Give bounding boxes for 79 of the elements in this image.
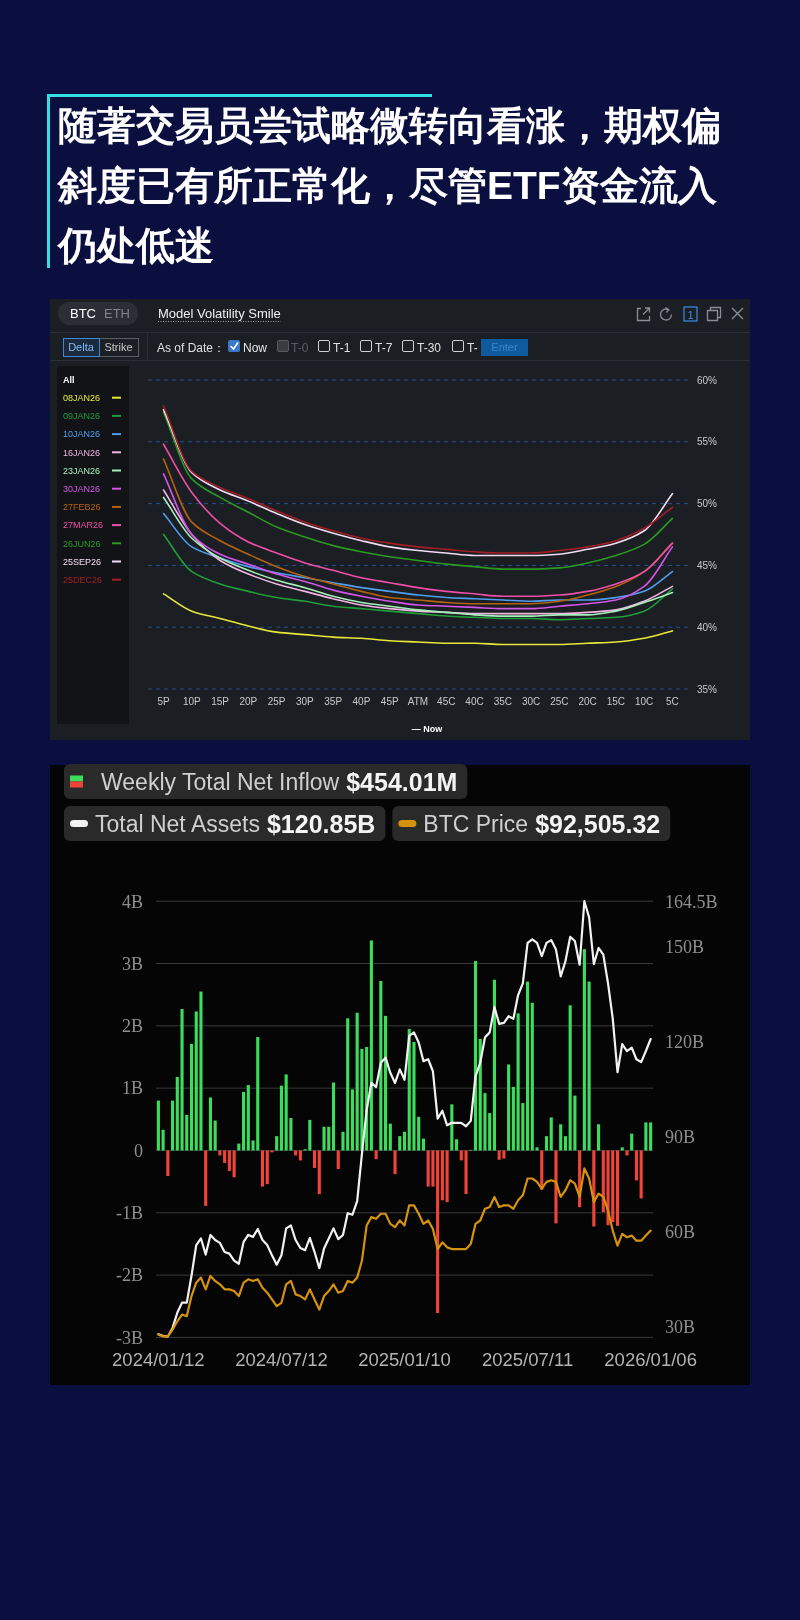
- annotation: T-7: [375, 340, 393, 355]
- x-tick-label: 2024/01/12: [112, 1349, 205, 1370]
- y-tick-label: 50%: [697, 498, 717, 510]
- legend-label: 09JAN26: [63, 411, 101, 422]
- x-tick-label: 2024/07/12: [235, 1349, 328, 1370]
- legend-label: 27MAR26: [63, 520, 104, 531]
- annotation: T-1: [333, 340, 351, 355]
- y-tick-label: -1B: [116, 1203, 143, 1224]
- y2-tick-label: 90B: [665, 1127, 695, 1147]
- legend-label: 08JAN26: [63, 392, 101, 403]
- title: Model Volatility Smile: [158, 306, 281, 321]
- y2-tick-label: 120B: [665, 1032, 704, 1053]
- y2-tick-label: 60B: [665, 1221, 695, 1242]
- title: 斜度已有所正常化，尽管ETF资金流入: [58, 164, 717, 207]
- y2-tick-label: 164.5B: [665, 891, 718, 912]
- x-tick-label: 35P: [324, 696, 343, 707]
- annotation: ETH: [104, 306, 130, 321]
- y-tick-label: 55%: [697, 436, 717, 448]
- y-tick-label: 3B: [122, 953, 143, 974]
- y-tick-label: 40%: [697, 621, 717, 633]
- legend-label: 10JAN26: [63, 429, 101, 440]
- x-tick-label: 30P: [296, 696, 314, 707]
- annotation: BTC: [70, 306, 96, 321]
- y-tick-label: 4B: [122, 891, 143, 912]
- x-tick-label: 25C: [550, 696, 569, 707]
- legend-label: 27FEB26: [63, 502, 101, 513]
- x-tick-label: 10C: [635, 696, 654, 707]
- x-tick-label: 2025/07/11: [481, 1349, 574, 1370]
- y-tick-label: 0: [134, 1140, 143, 1161]
- y-tick-label: 1B: [122, 1078, 143, 1099]
- x-tick-label: 20P: [239, 696, 258, 707]
- x-tick-label: 40C: [465, 696, 484, 707]
- legend-label: 25DEC26: [63, 574, 103, 585]
- x-tick-label: ATM: [407, 696, 429, 707]
- annotation: T-30: [417, 340, 441, 355]
- annotation: Delta: [68, 341, 94, 353]
- annotation: T-0: [291, 340, 309, 355]
- legend-label: Total Net Assets: [95, 810, 260, 837]
- legend-label: BTC Price: [423, 810, 529, 837]
- title: 随著交易员尝试略微转向看涨，期权偏: [58, 104, 721, 147]
- legend-value: $92,505.32: [535, 809, 661, 838]
- y-tick-label: -3B: [116, 1327, 143, 1348]
- x-tick-label: 5C: [666, 696, 679, 707]
- annotation: 1: [687, 308, 694, 321]
- legend-label: 30JAN26: [63, 483, 101, 494]
- y-tick-label: 45%: [697, 559, 717, 571]
- legend-label: 23JAN26: [63, 465, 101, 476]
- annotation: Now: [243, 340, 267, 355]
- x-tick-label: 10P: [182, 696, 201, 707]
- x-tick-label: 20C: [578, 696, 597, 707]
- x-tick-label: 30C: [521, 696, 541, 707]
- y-tick-label: 35%: [697, 683, 717, 695]
- x-tick-label: 5P: [157, 696, 170, 707]
- legend-label: 16JAN26: [63, 447, 101, 458]
- y-tick-label: -2B: [116, 1265, 143, 1286]
- annotation: As of Date：: [157, 340, 226, 355]
- y-tick-label: 60%: [697, 374, 717, 386]
- x-tick-label: 25P: [267, 696, 286, 707]
- title: 仍处低迷: [58, 224, 214, 267]
- legend-value: $454.01M: [346, 767, 458, 796]
- legend-label: 25SEP26: [63, 556, 102, 567]
- legend-label: Weekly Total Net Inflow: [101, 768, 340, 795]
- x-tick-label: 45C: [437, 696, 456, 707]
- annotation: — Now: [411, 724, 443, 734]
- legend-title: All: [63, 375, 75, 385]
- x-tick-label: 45P: [380, 696, 399, 707]
- x-tick-label: 2025/01/10: [358, 1349, 451, 1370]
- x-tick-label: 40P: [352, 696, 371, 707]
- annotation: T-: [467, 340, 478, 355]
- legend-label: 26JUN26: [63, 538, 101, 549]
- y2-tick-label: 150B: [665, 937, 704, 958]
- x-tick-label: 35C: [493, 696, 512, 707]
- y2-tick-label: 30B: [665, 1316, 695, 1337]
- x-tick-label: 15P: [211, 696, 229, 707]
- legend-value: $120.85B: [266, 809, 376, 838]
- annotation: Strike: [104, 341, 133, 353]
- x-tick-label: 2026/01/06: [604, 1349, 697, 1370]
- y-tick-label: 2B: [122, 1016, 143, 1037]
- x-tick-label: 15C: [606, 696, 626, 707]
